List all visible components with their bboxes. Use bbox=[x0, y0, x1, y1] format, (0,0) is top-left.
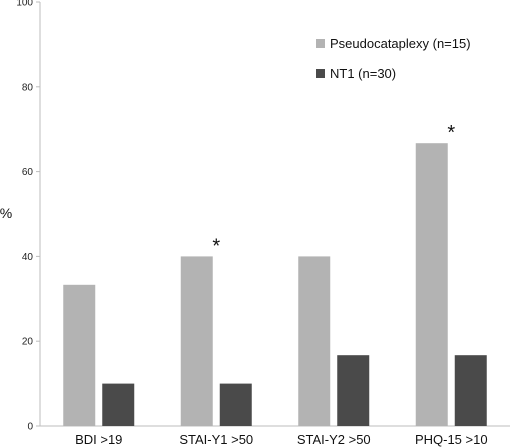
significance-asterisk: * bbox=[447, 122, 455, 144]
x-axis-labels: BDI >19 STAI-Y1 >50 STAI-Y2 >50 PHQ-15 >10 bbox=[75, 432, 487, 447]
bar-pseudocataplexy bbox=[298, 256, 331, 426]
x-category-label: STAI-Y1 >50 bbox=[179, 432, 253, 447]
bar-nt1 bbox=[337, 355, 370, 426]
significance-annotations: ** bbox=[212, 122, 455, 257]
bar-nt1 bbox=[102, 383, 135, 426]
bar-pseudocataplexy bbox=[63, 284, 96, 426]
legend-swatch bbox=[316, 69, 325, 78]
y-tick-label: 100 bbox=[16, 0, 33, 9]
bar-pseudocataplexy bbox=[415, 143, 448, 426]
legend-label: Pseudocataplexy (n=15) bbox=[330, 36, 471, 51]
x-category-label: BDI >19 bbox=[75, 432, 122, 447]
bars-group bbox=[63, 143, 487, 426]
y-axis-ticks: 0 20 40 60 80 100 bbox=[16, 0, 40, 433]
bar-nt1 bbox=[454, 355, 487, 426]
y-axis-title: % bbox=[0, 205, 12, 221]
y-tick-label: 60 bbox=[22, 167, 34, 178]
legend-swatch bbox=[316, 39, 325, 48]
bar-nt1 bbox=[219, 383, 252, 426]
x-category-label: PHQ-15 >10 bbox=[415, 432, 488, 447]
y-tick-label: 80 bbox=[22, 82, 34, 93]
significance-asterisk: * bbox=[212, 235, 220, 257]
bar-pseudocataplexy bbox=[180, 256, 213, 426]
x-category-label: STAI-Y2 >50 bbox=[297, 432, 371, 447]
y-tick-label: 20 bbox=[22, 337, 34, 348]
legend: Pseudocataplexy (n=15) NT1 (n=30) bbox=[316, 36, 471, 81]
y-tick-label: 40 bbox=[22, 252, 34, 263]
y-tick-label: 0 bbox=[27, 422, 33, 433]
legend-label: NT1 (n=30) bbox=[330, 66, 396, 81]
